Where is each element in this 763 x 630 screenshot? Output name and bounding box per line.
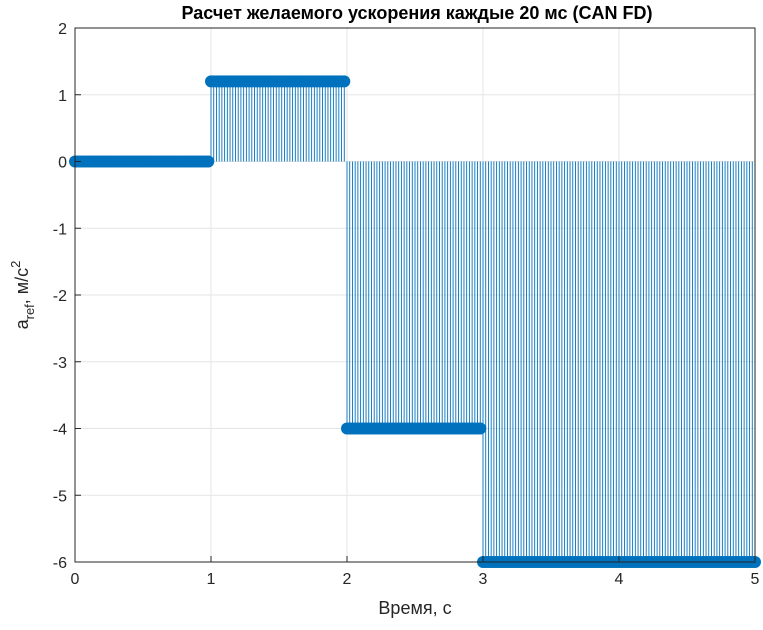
x-tick-label: 5 [751,571,760,588]
stem-marker [202,155,215,168]
chart-title: Расчет желаемого ускорения каждые 20 мс … [182,3,653,23]
stem-marker [474,422,487,435]
y-axis-label-subscript: ref [22,304,37,320]
y-tick-label: -3 [53,355,67,372]
y-tick-label: -5 [53,488,67,505]
x-axis-label: Время, с [378,598,451,618]
x-tick-label: 0 [71,571,80,588]
y-tick-label: -2 [53,288,67,305]
y-tick-label: 0 [58,155,67,172]
tick-labels: 0 1 2 3 4 5 2 1 0 -1 -2 -3 -4 -5 -6 [53,21,760,588]
x-tick-label: 4 [615,571,624,588]
stem-markers [69,75,761,568]
y-tick-label: -1 [53,221,67,238]
x-tick-label: 2 [343,571,352,588]
stem-lines [210,81,756,562]
y-tick-label: -4 [53,422,67,439]
y-tick-label: -6 [53,555,67,572]
y-axis-label-base: a [12,318,32,329]
y-axis-label-superscript: 2 [8,261,23,268]
stem-marker [338,75,351,88]
y-tick-label: 2 [58,21,67,38]
y-axis-label-unit: , м/с [12,268,32,304]
x-tick-label: 3 [479,571,488,588]
x-tick-label: 1 [207,571,216,588]
y-tick-label: 1 [58,88,67,105]
y-axis-label: aref, м/с2 [8,261,37,330]
